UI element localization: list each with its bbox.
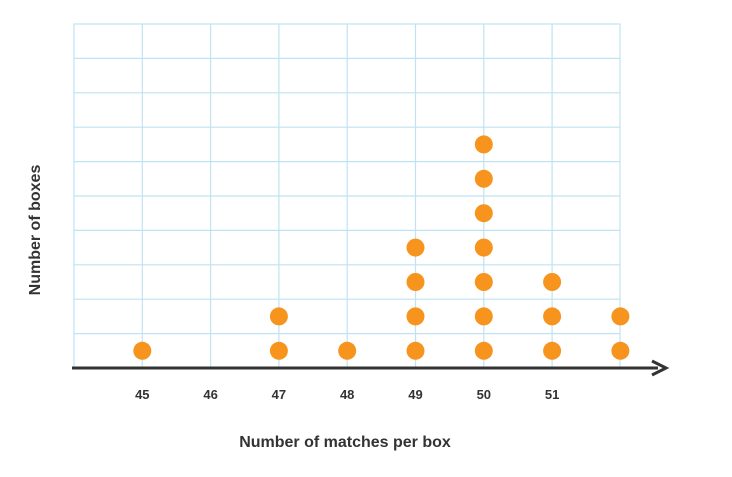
data-dot [406, 341, 425, 360]
data-dot [611, 307, 630, 326]
data-dots [133, 135, 630, 360]
data-dot [474, 341, 493, 360]
data-dot [406, 307, 425, 326]
data-dot [474, 307, 493, 326]
data-dot [474, 135, 493, 154]
x-tick-label: 51 [545, 387, 559, 402]
x-axis [72, 359, 670, 377]
x-tick-label: 48 [340, 387, 354, 402]
x-tick-label: 47 [272, 387, 286, 402]
data-dot [133, 341, 152, 360]
x-axis-title: Number of matches per box [239, 434, 451, 451]
data-dot [543, 273, 562, 291]
data-dot [611, 341, 630, 360]
data-dot [474, 238, 493, 257]
data-dot [543, 307, 562, 326]
x-tick-labels: 45 46 47 48 49 50 51 [135, 387, 559, 402]
data-dot [269, 307, 288, 326]
data-dot [474, 169, 493, 188]
data-dot [406, 238, 425, 257]
x-tick-label: 50 [477, 387, 491, 402]
chart-grid [73, 23, 621, 369]
data-dot [406, 273, 425, 291]
y-axis-title: Number of boxes [27, 165, 44, 296]
x-axis-arrow-icon [651, 359, 670, 377]
x-tick-label: 46 [203, 387, 217, 402]
data-dot [269, 341, 288, 360]
data-dot [543, 341, 562, 360]
x-tick-label: 49 [408, 387, 422, 402]
data-dot [474, 273, 493, 291]
x-tick-label: 45 [135, 387, 149, 402]
data-dot [474, 204, 493, 223]
data-dot [338, 341, 357, 360]
